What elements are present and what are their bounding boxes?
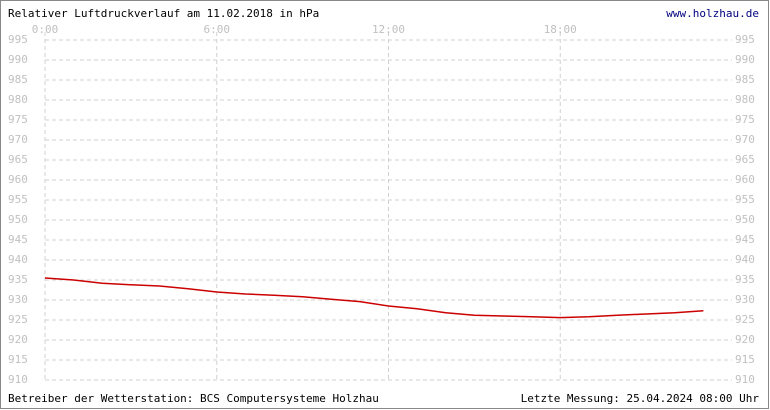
source-link[interactable]: www.holzhau.de — [666, 7, 759, 20]
y-tick-label-right: 985 — [735, 73, 755, 86]
y-tick-label: 910 — [8, 373, 28, 386]
y-tick-label-right: 955 — [735, 193, 755, 206]
chart-title: Relativer Luftdruckverlauf am 11.02.2018… — [8, 7, 319, 20]
x-tick-label: 18:00 — [544, 23, 577, 36]
y-tick-label: 970 — [8, 133, 28, 146]
y-tick-label-right: 910 — [735, 373, 755, 386]
y-tick-label: 980 — [8, 93, 28, 106]
y-tick-label-right: 920 — [735, 333, 755, 346]
y-tick-label-right: 930 — [735, 293, 755, 306]
y-tick-label: 990 — [8, 53, 28, 66]
y-tick-label: 955 — [8, 193, 28, 206]
y-tick-label-right: 915 — [735, 353, 755, 366]
y-tick-label: 935 — [8, 273, 28, 286]
y-tick-label: 945 — [8, 233, 28, 246]
y-tick-label: 975 — [8, 113, 28, 126]
y-tick-label: 960 — [8, 173, 28, 186]
y-tick-label-right: 965 — [735, 153, 755, 166]
y-tick-label-right: 990 — [735, 53, 755, 66]
y-tick-label: 950 — [8, 213, 28, 226]
y-tick-label: 925 — [8, 313, 28, 326]
y-tick-label-right: 970 — [735, 133, 755, 146]
footer-operator: Betreiber der Wetterstation: BCS Compute… — [8, 392, 379, 405]
y-tick-label: 915 — [8, 353, 28, 366]
y-tick-label-right: 925 — [735, 313, 755, 326]
y-tick-label: 930 — [8, 293, 28, 306]
y-tick-label: 985 — [8, 73, 28, 86]
x-tick-label: 12:00 — [372, 23, 405, 36]
footer-last-measurement: Letzte Messung: 25.04.2024 08:00 Uhr — [521, 392, 760, 405]
y-tick-label-right: 950 — [735, 213, 755, 226]
y-tick-label: 920 — [8, 333, 28, 346]
y-tick-label: 965 — [8, 153, 28, 166]
y-tick-label-right: 980 — [735, 93, 755, 106]
y-tick-label: 940 — [8, 253, 28, 266]
y-tick-label-right: 975 — [735, 113, 755, 126]
y-tick-label-right: 940 — [735, 253, 755, 266]
y-tick-label-right: 995 — [735, 33, 755, 46]
y-tick-label-right: 945 — [735, 233, 755, 246]
y-tick-label: 995 — [8, 33, 28, 46]
x-tick-label: 6:00 — [204, 23, 231, 36]
y-tick-label-right: 960 — [735, 173, 755, 186]
x-tick-label: 0:00 — [32, 23, 59, 36]
y-tick-label-right: 935 — [735, 273, 755, 286]
data-line — [44, 277, 704, 319]
